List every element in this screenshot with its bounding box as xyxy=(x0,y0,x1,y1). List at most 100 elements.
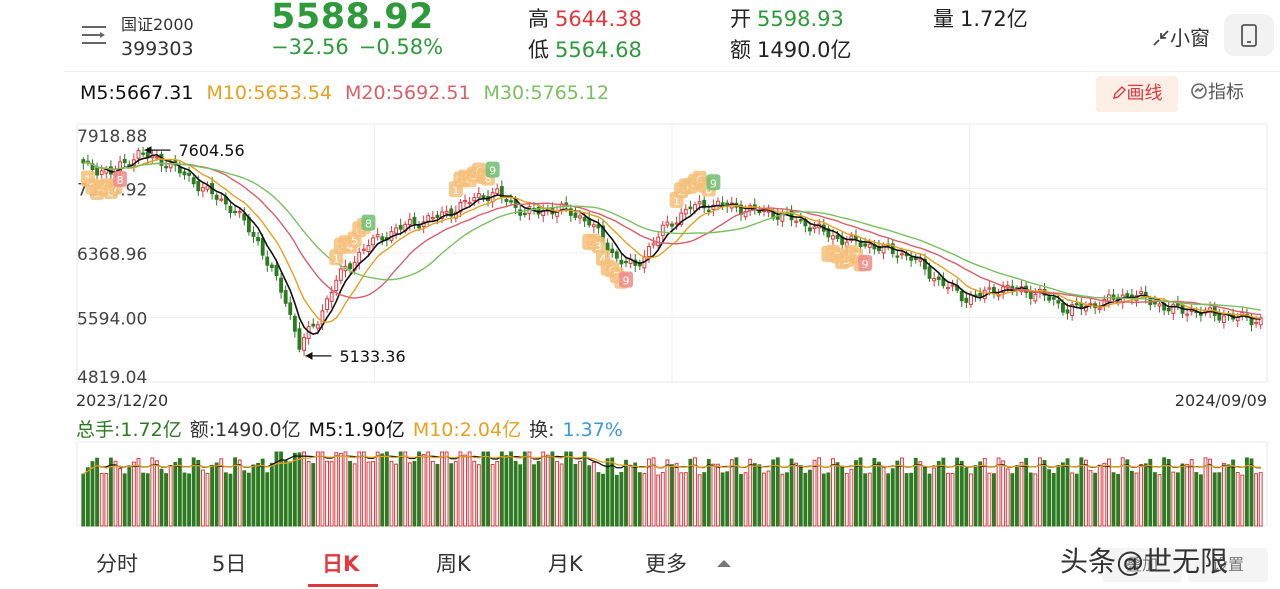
menu-icon[interactable] xyxy=(80,22,108,48)
volume-bar xyxy=(1244,457,1249,527)
candle-body xyxy=(683,208,688,215)
candle-body xyxy=(619,259,624,265)
candle-body xyxy=(647,245,651,257)
volume-bar xyxy=(394,463,398,527)
candle-body xyxy=(1185,313,1190,316)
volume-legend: 总手:1.72亿 额:1490.0亿 M5:1.90亿 M10:2.04亿 换: 1.37… xyxy=(76,415,639,442)
candle-body xyxy=(407,218,412,226)
date-start: 2023/12/20 xyxy=(76,391,169,410)
caret-up-icon[interactable] xyxy=(716,558,732,568)
candle-body xyxy=(835,234,840,240)
sequence-tag-label: 1 xyxy=(673,195,680,208)
volume-bar xyxy=(320,451,325,527)
tab-more[interactable]: 更多 xyxy=(645,552,687,576)
candle-body xyxy=(697,201,702,205)
volume-bar xyxy=(555,460,559,527)
candle-body xyxy=(665,221,670,226)
volume-bar xyxy=(1240,474,1245,527)
sequence-tag-label: 9 xyxy=(710,177,717,190)
sequence-tag-label: 8 xyxy=(117,174,124,187)
candle-body xyxy=(720,202,725,207)
candle-body xyxy=(311,323,316,327)
volume-bar xyxy=(835,462,840,527)
draw-line-button[interactable]: 画线 xyxy=(1096,76,1178,112)
volume-bar xyxy=(1212,472,1217,527)
tab-intraday[interactable]: 分时 xyxy=(96,552,138,576)
candle-body xyxy=(909,256,914,261)
volume-bar xyxy=(743,472,748,527)
stat-open: 开 5598.93 xyxy=(730,7,844,31)
volume-bar xyxy=(969,473,973,527)
tab-weekly-k[interactable]: 周K xyxy=(436,552,471,576)
ma5-label: M5:5667.31 xyxy=(80,82,194,104)
volume-bar xyxy=(122,473,127,527)
candle-body xyxy=(435,214,440,218)
volume-bar xyxy=(453,460,458,527)
overlay-button[interactable]: 叠加 xyxy=(1102,548,1182,582)
volume-bar xyxy=(499,451,504,527)
candle-body xyxy=(518,209,523,216)
candle-body xyxy=(467,201,472,205)
tab-monthly-k[interactable]: 月K xyxy=(548,552,583,576)
volume-bar xyxy=(95,457,100,527)
candle-body xyxy=(141,152,146,155)
volume-bar xyxy=(1038,457,1042,527)
price-annotations: 7604.56 5133.36 xyxy=(144,141,406,366)
stat-volume: 量 1.72亿 xyxy=(933,7,1028,31)
volume-bar xyxy=(481,451,486,527)
candle-body xyxy=(449,208,454,217)
volume-bar xyxy=(256,463,260,527)
index-code: 399303 xyxy=(121,38,194,60)
volume-bar xyxy=(306,461,311,527)
volume-bar xyxy=(1107,458,1111,527)
sequence-tag xyxy=(858,254,873,271)
candle-body xyxy=(808,227,812,232)
volume-bar xyxy=(1166,458,1171,527)
volume-bar xyxy=(352,463,357,527)
volume-bar xyxy=(384,451,389,527)
candle-body xyxy=(923,258,927,270)
low-annotation-arrow xyxy=(305,351,313,360)
candle-body xyxy=(702,199,707,209)
candle-body xyxy=(798,219,803,222)
volume-bar xyxy=(338,452,343,527)
volume-bar xyxy=(509,451,513,527)
volume-bar xyxy=(959,460,964,527)
landscape-button[interactable] xyxy=(1224,14,1274,56)
volume-bar xyxy=(518,464,523,527)
volume-bar xyxy=(430,460,435,527)
volume-bar xyxy=(467,451,472,527)
candle-body xyxy=(679,212,684,225)
volume-bar xyxy=(895,460,900,527)
candle-body xyxy=(1074,303,1079,306)
volume-bar xyxy=(233,457,237,527)
volume-bar xyxy=(389,460,394,527)
volume-bar xyxy=(315,451,320,527)
candle-body xyxy=(1254,321,1259,325)
settings-button[interactable]: 设置 xyxy=(1188,548,1268,582)
volume-bar xyxy=(90,461,95,527)
volume-bar xyxy=(265,472,270,527)
candle-body xyxy=(357,251,362,264)
candle-body xyxy=(932,277,937,282)
volume-bar xyxy=(619,471,624,527)
candle-body xyxy=(1217,313,1222,321)
tab-daily-k[interactable]: 日K xyxy=(322,552,360,576)
candle-body xyxy=(927,266,932,279)
volume-bar xyxy=(711,463,716,527)
volume-bar xyxy=(398,451,403,527)
small-window-button[interactable]: 小窗 xyxy=(1152,22,1210,51)
volume-bar xyxy=(996,457,1001,527)
sequence-tag xyxy=(113,170,128,187)
volume-bar xyxy=(283,459,288,527)
volume-bar xyxy=(118,468,123,527)
candle-body xyxy=(895,255,900,258)
volume-bar xyxy=(476,464,481,527)
volume-bar xyxy=(775,457,780,527)
volume-bar xyxy=(982,457,987,527)
volume-bar xyxy=(679,472,684,527)
volume-bar xyxy=(720,472,725,527)
tab-5day[interactable]: 5日 xyxy=(212,552,247,576)
indicator-button[interactable]: 指标 xyxy=(1190,78,1244,104)
